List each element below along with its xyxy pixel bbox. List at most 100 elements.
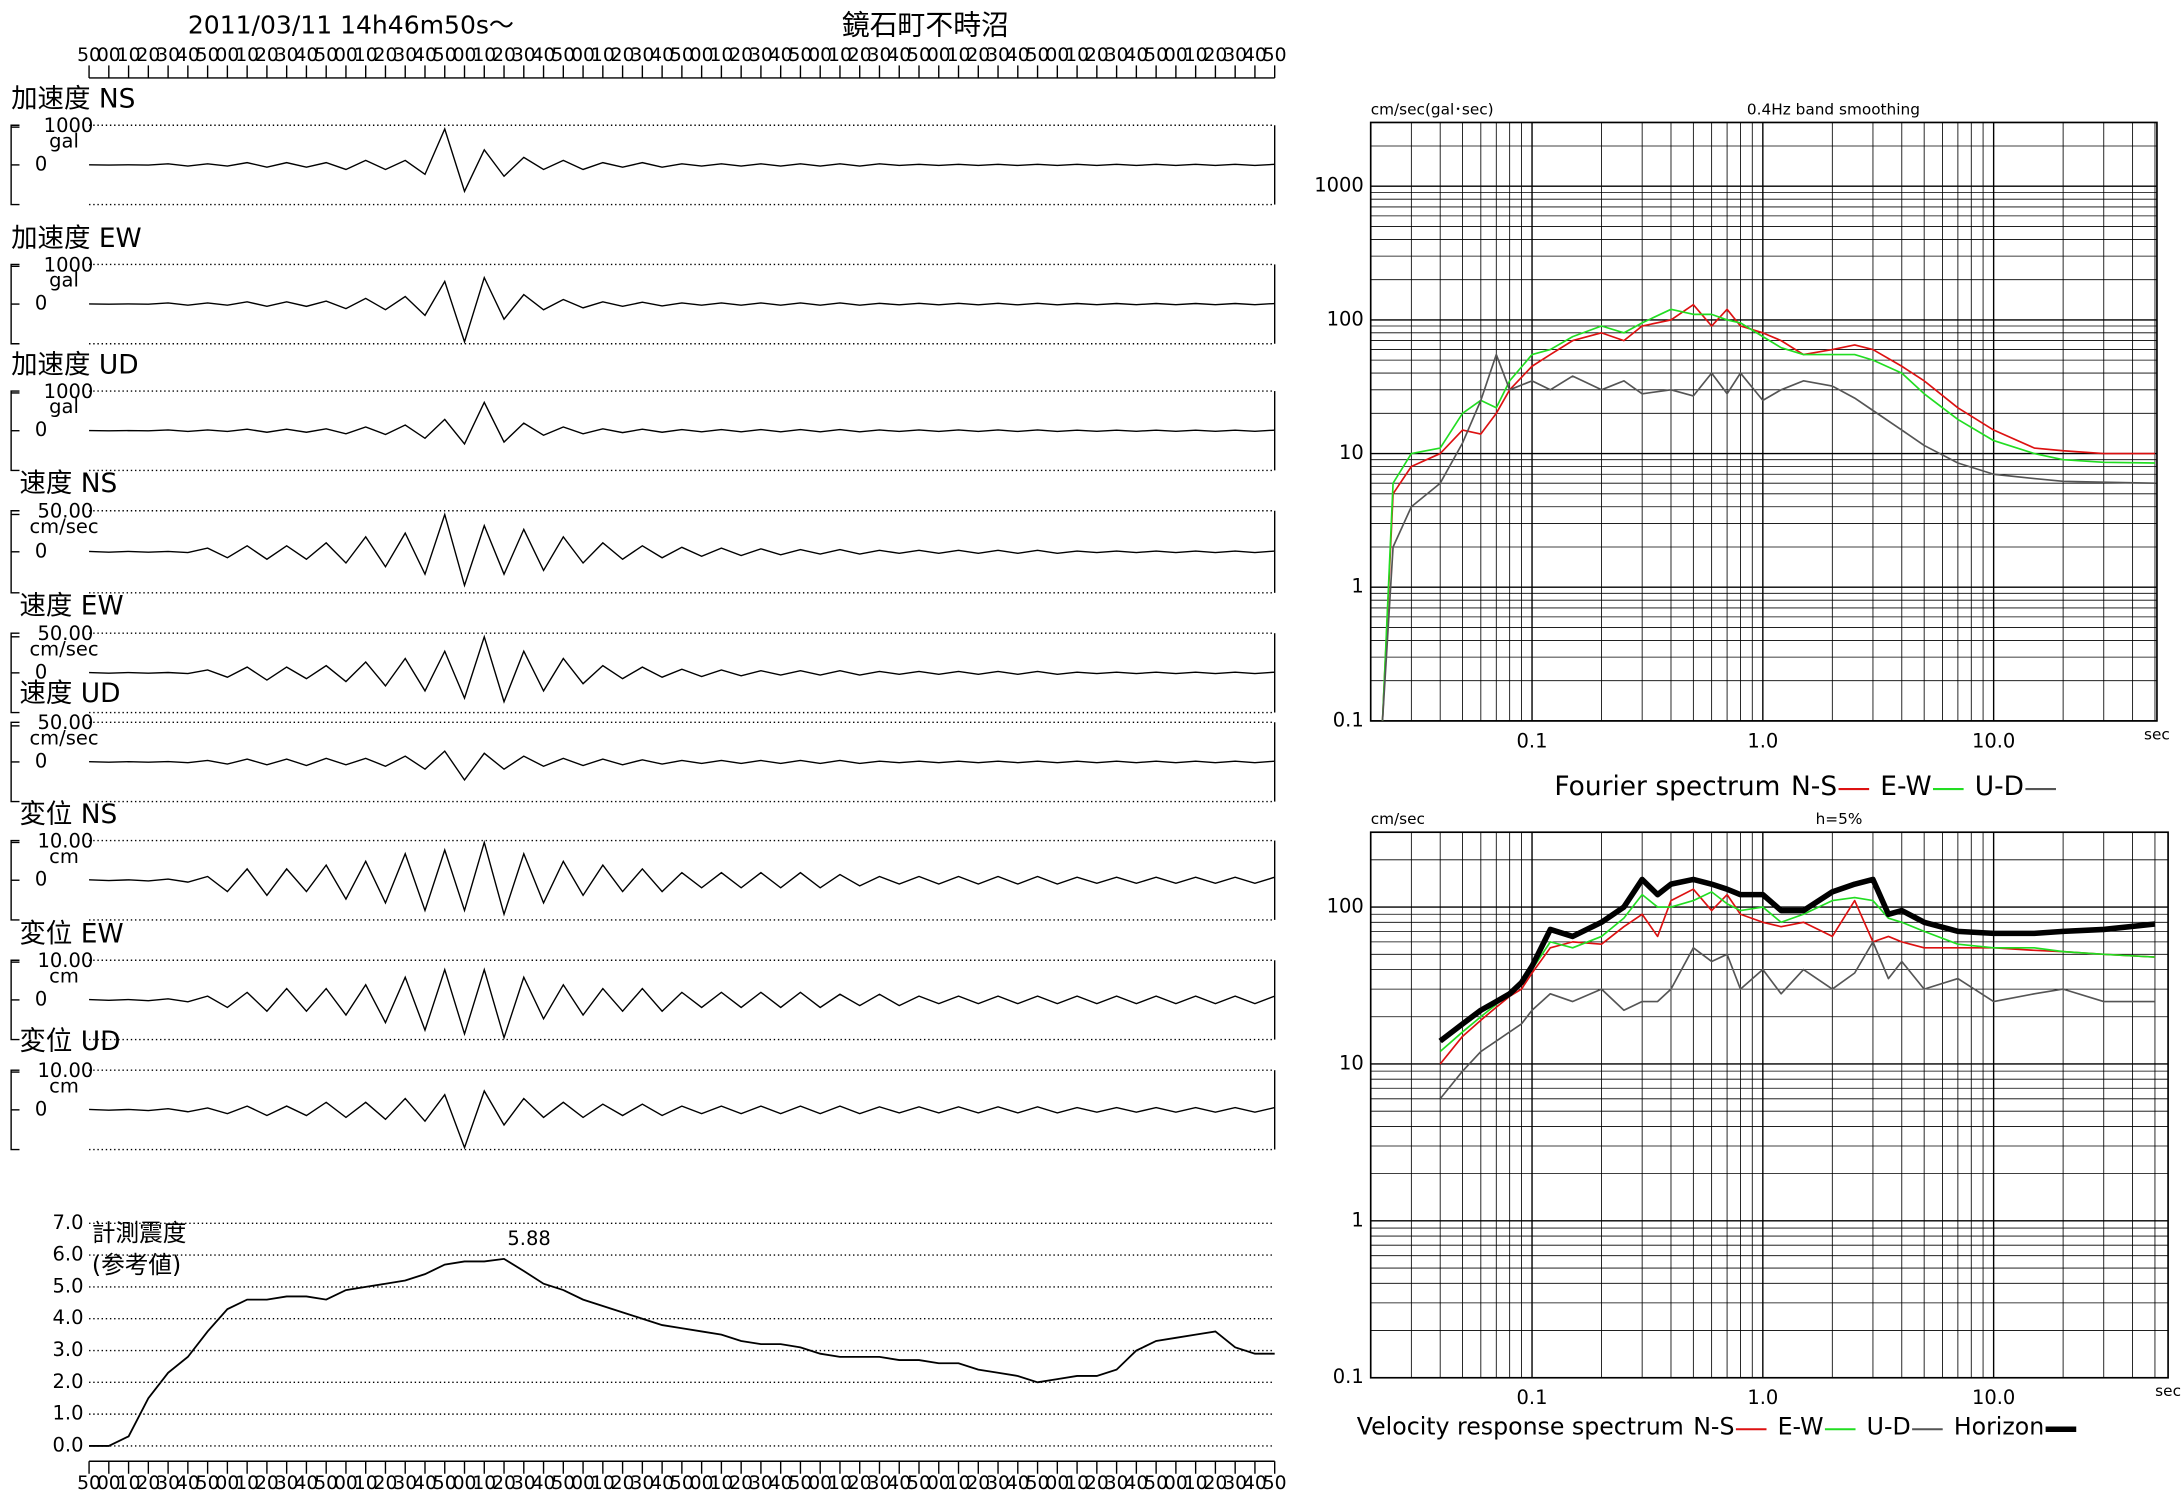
x-tick-label: 00	[1045, 45, 1069, 66]
plot-frame	[1369, 831, 2169, 1379]
x-tick-label: 20	[492, 45, 516, 66]
x-tick-label: 40	[532, 45, 556, 66]
plot-frame	[1369, 121, 2158, 722]
x-tick-label: 50	[196, 45, 220, 66]
x-tick-label: 00	[927, 1473, 951, 1494]
y-tick-label: 5.0	[53, 1274, 84, 1297]
waveform-trace	[89, 275, 1275, 345]
y-tick-label: 0.0	[53, 1433, 84, 1456]
x-tick-label: 10	[709, 45, 733, 66]
x-tick-label: 10.0	[1972, 729, 2015, 752]
x-tick-label: 50	[907, 45, 931, 66]
x-tick-label: 10	[117, 45, 141, 66]
y-tick-label: 10	[1339, 1051, 1364, 1074]
spectrum-line	[1439, 941, 2155, 1100]
x-tick-label: 50	[788, 1473, 812, 1494]
x-tick-label: 30	[275, 1473, 299, 1494]
peak-label: 5.88	[507, 1227, 550, 1250]
x-tick-label: 30	[512, 1473, 536, 1494]
y-tick-label: 2.0	[53, 1370, 84, 1393]
x-tick-label: 30	[630, 1473, 654, 1494]
x-tick-label: 40	[1124, 1473, 1148, 1494]
y-tick-label: 0	[35, 660, 47, 683]
x-tick-label: 10	[1065, 1473, 1089, 1494]
unit-label: cm	[49, 845, 79, 868]
x-tick-label: 20	[848, 1473, 872, 1494]
x-tick-label: 00	[690, 45, 714, 66]
trace-name: 速度 NS	[19, 468, 117, 499]
x-tick-label: 40	[1124, 45, 1148, 66]
x-tick-label: 30	[393, 45, 417, 66]
y-tick-label: 1000	[1314, 174, 1364, 197]
x-tick-label: 10	[117, 1473, 141, 1494]
unit-label: gal	[49, 395, 79, 418]
legend-title: Fourier spectrum	[1554, 771, 1780, 802]
y-tick-label: 1000	[44, 380, 94, 403]
y-tick-label: 0	[35, 152, 47, 175]
y-tick-label: 10.00	[37, 1059, 93, 1082]
x-tick-label: 50	[670, 45, 694, 66]
x-tick-label: 40	[1006, 1473, 1030, 1494]
spectrum-line	[1439, 888, 2155, 1065]
y-tick-label: 50.00	[37, 622, 93, 645]
waveform-trace	[89, 400, 1275, 446]
x-tick-label: 0.1	[1517, 729, 1548, 752]
x-tick-label: 50	[1144, 45, 1168, 66]
x-tick-label: 10	[235, 1473, 259, 1494]
waveform-trace	[89, 512, 1275, 588]
legend-label: N-S	[1693, 1412, 1734, 1440]
x-tick-label: 50	[77, 1473, 101, 1494]
y-tick-label: 4.0	[53, 1306, 84, 1329]
x-tick-label: 20	[966, 45, 990, 66]
x-tick-label: 00	[927, 45, 951, 66]
x-tick-label: 30	[749, 45, 773, 66]
x-tick-label: 20	[729, 45, 753, 66]
x-tick-label: 20	[374, 45, 398, 66]
x-tick-label: 40	[413, 1473, 437, 1494]
trace-name: 加速度 NS	[11, 84, 135, 115]
x-axis-label: sec	[2144, 725, 2170, 743]
x-tick-label: 20	[848, 45, 872, 66]
waveform-trace	[89, 839, 1275, 917]
trace-name: 変位 EW	[19, 919, 123, 950]
y-tick-label: 0	[35, 868, 47, 891]
y-tick-label: 1.0	[53, 1402, 84, 1425]
y-tick-label: 1000	[44, 114, 94, 137]
x-tick-label: 40	[1243, 1473, 1267, 1494]
x-tick-label: 40	[176, 1473, 200, 1494]
intensity-title: 計測震度	[92, 1219, 187, 1247]
x-axis-label: sec	[2155, 1382, 2181, 1400]
x-tick-label: 40	[769, 1473, 793, 1494]
x-tick-label: 00	[690, 1473, 714, 1494]
x-tick-label: 20	[1203, 45, 1227, 66]
x-tick-label: 10	[472, 1473, 496, 1494]
x-tick-label: 10	[235, 45, 259, 66]
trace-name: 変位 UD	[19, 1026, 120, 1057]
x-tick-label: 00	[215, 45, 239, 66]
x-tick-label: 30	[393, 1473, 417, 1494]
x-tick-label: 00	[453, 1473, 477, 1494]
x-tick-label: 20	[729, 1473, 753, 1494]
intensity-line	[89, 1257, 1275, 1447]
legend-label: Horizon	[1954, 1412, 2044, 1440]
x-tick-label: 00	[453, 45, 477, 66]
x-tick-label: 30	[275, 45, 299, 66]
y-tick-label: 10.00	[37, 949, 93, 972]
x-tick-label: 10	[828, 45, 852, 66]
x-tick-label: 20	[255, 45, 279, 66]
x-tick-label: 00	[808, 1473, 832, 1494]
x-tick-label: 50	[1026, 1473, 1050, 1494]
x-tick-label: 30	[156, 45, 180, 66]
x-tick-label: 10	[947, 45, 971, 66]
y-tick-label: 0	[35, 749, 47, 772]
spectrum-line	[1381, 303, 2155, 721]
x-tick-label: 20	[1203, 1473, 1227, 1494]
x-tick-label: 20	[374, 1473, 398, 1494]
unit-label: cm/sec	[29, 515, 98, 538]
y-axis-label: cm/sec(gal･sec)	[1371, 100, 1494, 118]
x-tick-label: 00	[808, 45, 832, 66]
x-tick-label: 30	[1223, 1473, 1247, 1494]
y-tick-label: 1000	[44, 253, 94, 276]
